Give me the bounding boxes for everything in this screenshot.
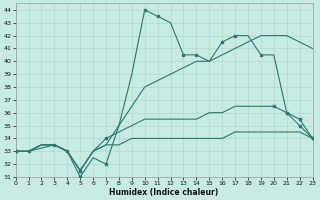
X-axis label: Humidex (Indice chaleur): Humidex (Indice chaleur) [109,188,219,197]
